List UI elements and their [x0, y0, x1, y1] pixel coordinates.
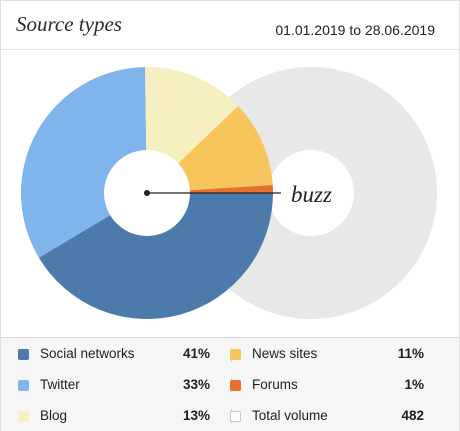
date-range: 01.01.2019 to 28.06.2019 — [275, 22, 435, 38]
legend-label: Twitter — [40, 377, 80, 392]
legend-value: 11% — [397, 346, 424, 361]
legend-label: News sites — [252, 346, 318, 361]
date-separator: to — [345, 22, 365, 38]
legend-swatch — [18, 380, 29, 391]
legend-swatch — [18, 411, 29, 422]
legend-value: 41% — [182, 346, 210, 361]
legend-label: Blog — [40, 408, 68, 423]
legend-value: 33% — [182, 377, 210, 392]
slice-social-networks[interactable] — [38, 193, 273, 320]
legend-swatch — [230, 349, 241, 360]
date-to: 28.06.2019 — [364, 22, 435, 38]
legend-value: 13% — [182, 408, 210, 423]
chart-legend: Social networks 41% News sites 11% Twitt… — [1, 337, 459, 431]
legend-swatch — [230, 411, 241, 422]
source-types-donut-chart: buzz — [21, 67, 437, 320]
date-from: 01.01.2019 — [275, 22, 346, 38]
widget-header: Source types 01.01.2019 to 28.06.2019 — [1, 1, 459, 50]
widget-title: Source types — [16, 12, 122, 36]
legend-swatch — [230, 380, 241, 391]
buzz-pointer-dot — [144, 190, 150, 196]
legend-item-social-networks[interactable]: Social networks 41% — [18, 344, 210, 364]
chart-area: buzz — [1, 50, 459, 337]
legend-value: 482 — [401, 408, 424, 423]
buzz-label: buzz — [291, 182, 332, 207]
legend-label: Forums — [252, 377, 298, 392]
legend-item-forums[interactable]: Forums 1% — [230, 375, 424, 395]
legend-item-blog[interactable]: Blog 13% — [18, 406, 210, 426]
legend-item-total-volume[interactable]: Total volume 482 — [230, 406, 424, 426]
legend-item-twitter[interactable]: Twitter 33% — [18, 375, 210, 395]
legend-value: 1% — [404, 377, 424, 392]
legend-label: Social networks — [40, 346, 135, 361]
legend-swatch — [18, 349, 29, 360]
legend-label: Total volume — [252, 408, 328, 423]
legend-item-news-sites[interactable]: News sites 11% — [230, 344, 424, 364]
total-volume-ring-hole — [268, 150, 354, 236]
